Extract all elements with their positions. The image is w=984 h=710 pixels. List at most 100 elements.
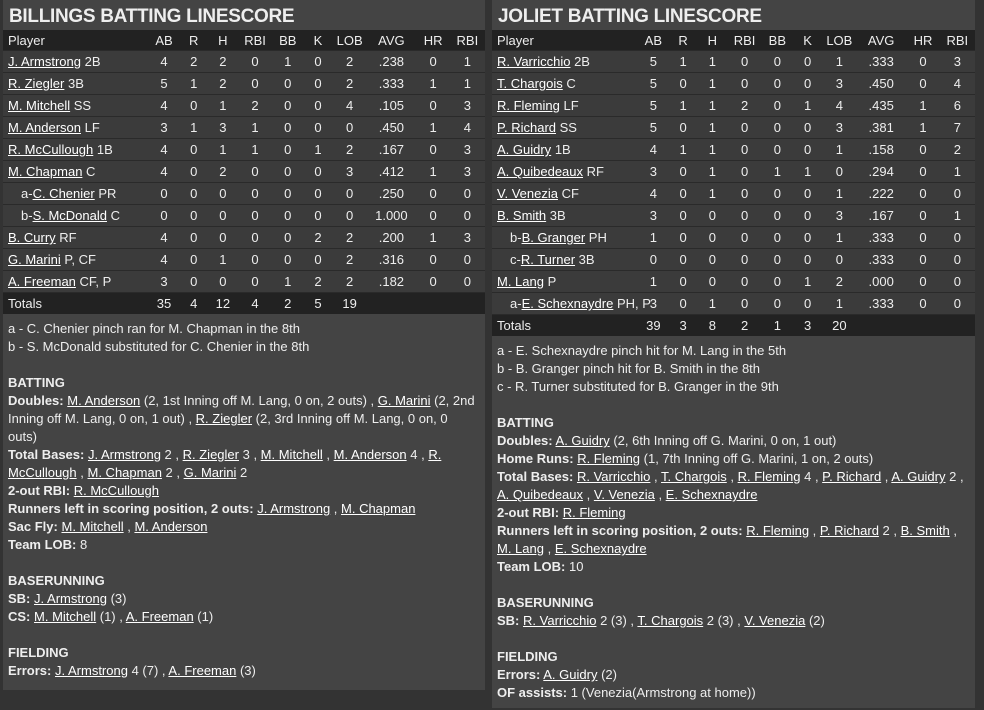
player-link[interactable]: S. McDonald xyxy=(32,208,107,223)
section-title: BATTING xyxy=(8,375,65,390)
player-link[interactable]: R. Fleming xyxy=(746,523,810,538)
player-link[interactable]: R. McCullough xyxy=(8,142,94,157)
stat-cell: 0 xyxy=(219,274,227,289)
player-link[interactable]: M. Lang xyxy=(497,541,544,556)
player-link[interactable]: B. Smith xyxy=(900,523,950,538)
player-link[interactable]: A. Quibedeaux xyxy=(497,164,584,179)
player-link[interactable]: R. Varricchio xyxy=(497,54,571,69)
player-position: P, CF xyxy=(64,252,96,267)
player-link[interactable]: R. Varricchio xyxy=(576,469,651,484)
player-link[interactable]: A. Guidry xyxy=(543,667,598,682)
player-link[interactable]: M. Anderson xyxy=(8,120,81,135)
player-link[interactable]: E. Schexnaydre xyxy=(554,541,647,556)
player-link[interactable]: J. Armstrong xyxy=(34,591,107,606)
stat-text: , xyxy=(881,469,892,484)
stat-cell: 1 xyxy=(835,54,843,69)
stat-text: (1, 7th Inning off G. Marini, 1 on, 2 ou… xyxy=(640,451,874,466)
stat-cell: 2 xyxy=(219,164,227,179)
stat-cell: 1 xyxy=(284,54,292,69)
player-link[interactable]: M. Chapman xyxy=(87,465,162,480)
stat-cell: .333 xyxy=(868,230,894,245)
player-link[interactable]: A. Quibedeaux xyxy=(497,487,584,502)
player-link[interactable]: B. Granger xyxy=(521,230,586,245)
player-link[interactable]: J. Armstrong xyxy=(87,447,161,462)
player-link[interactable]: R. Fleming xyxy=(497,98,560,113)
stat-label: OF assists: xyxy=(497,685,568,700)
player-link[interactable]: V. Venezia xyxy=(744,613,806,628)
stat-cell: 1 xyxy=(708,186,716,201)
player-link[interactable]: E. Schexnaydre xyxy=(665,487,758,502)
player-link[interactable]: B. Curry xyxy=(8,230,56,245)
player-link[interactable]: T. Chargois xyxy=(637,613,704,628)
player-link[interactable]: M. Anderson xyxy=(134,519,208,534)
player-link[interactable]: R. Fleming xyxy=(577,451,641,466)
stat-text: , xyxy=(123,519,135,534)
stat-text: 2 , xyxy=(160,447,183,462)
player-link[interactable]: G. Marini xyxy=(183,465,237,480)
player-link[interactable]: M. Chapman xyxy=(8,164,83,179)
stat-cell: .412 xyxy=(378,164,405,179)
player-link[interactable]: E. Schexnaydre xyxy=(521,296,614,311)
player-link[interactable]: R. Ziegler xyxy=(8,76,65,91)
player-link[interactable]: M. Anderson xyxy=(67,393,141,408)
player-link[interactable]: A. Guidry xyxy=(497,142,552,157)
player-link[interactable]: V. Venezia xyxy=(497,186,558,201)
stat-cell: 0 xyxy=(740,76,749,91)
player-link[interactable]: C. Chenier xyxy=(32,186,95,201)
substitution-note: c - R. Turner substituted for B. Granger… xyxy=(497,379,779,394)
player-link[interactable]: M. Mitchell xyxy=(8,98,71,113)
player-link[interactable]: R. Fleming xyxy=(737,469,801,484)
player-position: CF xyxy=(561,186,579,201)
stat-text: , xyxy=(726,469,738,484)
player-link[interactable]: B. Smith xyxy=(497,208,547,223)
player-link[interactable]: P. Richard xyxy=(819,523,879,538)
player-link[interactable]: V. Venezia xyxy=(593,487,655,502)
player-link[interactable]: A. Freeman xyxy=(8,274,76,289)
player-link[interactable]: R. Varricchio xyxy=(523,613,597,628)
player-position: RF xyxy=(59,230,77,245)
player-link[interactable]: A. Freeman xyxy=(168,663,237,678)
player-link[interactable]: G. Marini xyxy=(8,252,61,267)
stat-cell: 4 xyxy=(160,54,168,69)
table-row: M. Chapman C 4 0 2 0 0 0 3 .412 1 3 xyxy=(3,160,485,183)
player-link[interactable]: R. Ziegler xyxy=(195,411,253,426)
stat-line: Team LOB: 10 xyxy=(497,558,970,576)
stat-cell: 7 xyxy=(953,120,961,135)
player-link[interactable]: A. Guidry xyxy=(555,433,610,448)
player-link[interactable]: R. Turner xyxy=(520,252,576,267)
player-link[interactable]: J. Armstrong xyxy=(54,663,128,678)
player-link[interactable]: R. McCullough xyxy=(73,483,159,498)
stat-cell: 0 xyxy=(679,120,687,135)
player-link[interactable]: T. Chargois xyxy=(661,469,727,484)
player-link[interactable]: J. Armstrong xyxy=(257,501,331,516)
player-link[interactable]: M. Chapman xyxy=(341,501,416,516)
player-link[interactable]: R. Ziegler xyxy=(182,447,239,462)
section-title: FIELDING xyxy=(497,649,558,664)
stat-cell: 2 xyxy=(219,54,227,69)
player-link[interactable]: G. Marini xyxy=(377,393,431,408)
player-cell: A. Quibedeaux RF xyxy=(492,161,638,183)
player-link[interactable]: T. Chargois xyxy=(497,76,563,91)
stat-cell: .450 xyxy=(868,76,894,91)
player-link[interactable]: M. Mitchell xyxy=(34,609,97,624)
player-link[interactable]: J. Armstrong xyxy=(8,54,81,69)
player-link[interactable]: M. Mitchell xyxy=(61,519,124,534)
player-link[interactable]: M. Lang xyxy=(497,274,544,289)
table-row: B. Curry RF 4 0 0 0 0 2 2 .200 1 3 xyxy=(3,226,485,249)
stat-cell: 0 xyxy=(740,230,749,245)
totals-cell: 1 xyxy=(773,318,781,333)
player-link[interactable]: M. Mitchell xyxy=(260,447,323,462)
stat-line: 2-out RBI: R. McCullough xyxy=(8,482,480,500)
player-link[interactable]: P. Richard xyxy=(497,120,557,135)
player-link[interactable]: R. Fleming xyxy=(562,505,626,520)
stat-cell: 0 xyxy=(708,208,716,223)
player-link[interactable]: R. McCullough xyxy=(8,447,442,480)
player-link[interactable]: P. Richard xyxy=(822,469,882,484)
player-link[interactable]: M. Anderson xyxy=(333,447,407,462)
stat-cell: 0 xyxy=(773,142,781,157)
stat-cell: 2 xyxy=(314,274,322,289)
stat-cell: 0 xyxy=(251,186,259,201)
player-link[interactable]: A. Guidry xyxy=(891,469,946,484)
player-link[interactable]: A. Freeman xyxy=(125,609,194,624)
player-cell: B. Smith 3B xyxy=(492,205,638,227)
